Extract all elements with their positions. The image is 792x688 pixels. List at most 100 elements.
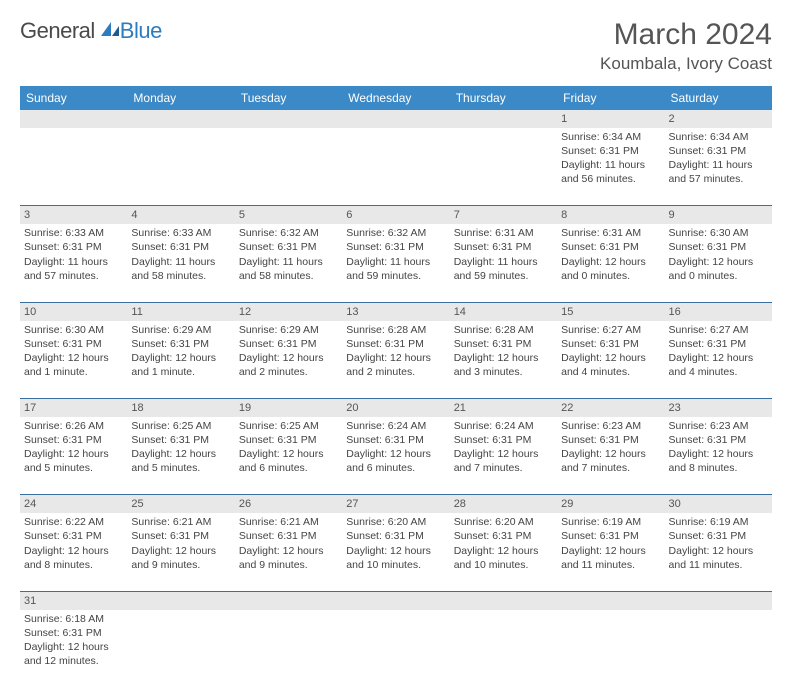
day-number: 13 — [342, 302, 449, 320]
day-number: 29 — [557, 495, 664, 513]
brand-sail-icon — [99, 20, 121, 43]
month-title: March 2024 — [600, 18, 772, 52]
day-number-row: 3456789 — [20, 206, 772, 224]
day-d2: and 12 minutes. — [24, 654, 123, 668]
day-number: 3 — [20, 206, 127, 224]
day-number: 14 — [450, 302, 557, 320]
day-cell: Sunrise: 6:31 AMSunset: 6:31 PMDaylight:… — [450, 224, 557, 302]
day-cell: Sunrise: 6:18 AMSunset: 6:31 PMDaylight:… — [20, 610, 127, 688]
day-ss: Sunset: 6:31 PM — [131, 240, 230, 254]
day-sr: Sunrise: 6:33 AM — [24, 226, 123, 240]
day-d2: and 2 minutes. — [239, 365, 338, 379]
day-number: 26 — [235, 495, 342, 513]
day-sr: Sunrise: 6:20 AM — [346, 515, 445, 529]
empty-cell — [450, 128, 557, 206]
weekday-header: Saturday — [665, 86, 772, 110]
day-d1: Daylight: 12 hours — [454, 351, 553, 365]
day-ss: Sunset: 6:31 PM — [239, 337, 338, 351]
day-ss: Sunset: 6:31 PM — [454, 240, 553, 254]
day-d1: Daylight: 12 hours — [454, 544, 553, 558]
day-cell: Sunrise: 6:28 AMSunset: 6:31 PMDaylight:… — [450, 321, 557, 399]
day-number: 17 — [20, 399, 127, 417]
day-d2: and 56 minutes. — [561, 172, 660, 186]
week-row: Sunrise: 6:18 AMSunset: 6:31 PMDaylight:… — [20, 610, 772, 688]
day-d2: and 59 minutes. — [454, 269, 553, 283]
empty-cell — [342, 110, 449, 128]
day-d1: Daylight: 12 hours — [346, 447, 445, 461]
day-d1: Daylight: 12 hours — [239, 544, 338, 558]
day-d1: Daylight: 11 hours — [669, 158, 768, 172]
day-number: 6 — [342, 206, 449, 224]
day-cell: Sunrise: 6:29 AMSunset: 6:31 PMDaylight:… — [235, 321, 342, 399]
day-ss: Sunset: 6:31 PM — [561, 433, 660, 447]
day-d2: and 6 minutes. — [239, 461, 338, 475]
day-cell: Sunrise: 6:19 AMSunset: 6:31 PMDaylight:… — [665, 513, 772, 591]
day-number: 30 — [665, 495, 772, 513]
day-sr: Sunrise: 6:20 AM — [454, 515, 553, 529]
day-d1: Daylight: 12 hours — [131, 351, 230, 365]
day-ss: Sunset: 6:31 PM — [131, 529, 230, 543]
day-d1: Daylight: 12 hours — [346, 351, 445, 365]
day-cell: Sunrise: 6:28 AMSunset: 6:31 PMDaylight:… — [342, 321, 449, 399]
empty-cell — [557, 610, 664, 688]
day-sr: Sunrise: 6:18 AM — [24, 612, 123, 626]
day-ss: Sunset: 6:31 PM — [346, 337, 445, 351]
day-d1: Daylight: 11 hours — [561, 158, 660, 172]
day-number: 27 — [342, 495, 449, 513]
day-ss: Sunset: 6:31 PM — [669, 337, 768, 351]
day-number: 22 — [557, 399, 664, 417]
empty-cell — [235, 128, 342, 206]
empty-cell — [342, 610, 449, 688]
day-d1: Daylight: 12 hours — [669, 447, 768, 461]
day-number: 31 — [20, 591, 127, 609]
brand-text-2: Blue — [120, 18, 162, 44]
weekday-header: Tuesday — [235, 86, 342, 110]
day-sr: Sunrise: 6:23 AM — [669, 419, 768, 433]
day-ss: Sunset: 6:31 PM — [239, 240, 338, 254]
day-ss: Sunset: 6:31 PM — [24, 433, 123, 447]
day-d2: and 0 minutes. — [669, 269, 768, 283]
day-sr: Sunrise: 6:24 AM — [346, 419, 445, 433]
empty-cell — [342, 128, 449, 206]
day-cell: Sunrise: 6:25 AMSunset: 6:31 PMDaylight:… — [127, 417, 234, 495]
calendar-table: SundayMondayTuesdayWednesdayThursdayFrid… — [20, 86, 772, 688]
day-number-row: 10111213141516 — [20, 302, 772, 320]
day-number: 11 — [127, 302, 234, 320]
day-ss: Sunset: 6:31 PM — [131, 433, 230, 447]
empty-cell — [20, 110, 127, 128]
day-d1: Daylight: 12 hours — [131, 447, 230, 461]
day-sr: Sunrise: 6:28 AM — [346, 323, 445, 337]
day-d2: and 57 minutes. — [24, 269, 123, 283]
day-cell: Sunrise: 6:33 AMSunset: 6:31 PMDaylight:… — [20, 224, 127, 302]
day-sr: Sunrise: 6:21 AM — [131, 515, 230, 529]
empty-cell — [127, 591, 234, 609]
empty-cell — [127, 128, 234, 206]
empty-cell — [450, 110, 557, 128]
day-number: 19 — [235, 399, 342, 417]
day-sr: Sunrise: 6:25 AM — [131, 419, 230, 433]
day-cell: Sunrise: 6:32 AMSunset: 6:31 PMDaylight:… — [235, 224, 342, 302]
day-d2: and 3 minutes. — [454, 365, 553, 379]
day-number: 12 — [235, 302, 342, 320]
day-cell: Sunrise: 6:24 AMSunset: 6:31 PMDaylight:… — [450, 417, 557, 495]
weekday-header: Sunday — [20, 86, 127, 110]
day-d2: and 4 minutes. — [561, 365, 660, 379]
day-sr: Sunrise: 6:27 AM — [669, 323, 768, 337]
day-sr: Sunrise: 6:31 AM — [561, 226, 660, 240]
day-sr: Sunrise: 6:31 AM — [454, 226, 553, 240]
day-number-row: 17181920212223 — [20, 399, 772, 417]
day-d1: Daylight: 12 hours — [24, 544, 123, 558]
day-number: 4 — [127, 206, 234, 224]
day-ss: Sunset: 6:31 PM — [131, 337, 230, 351]
day-d2: and 0 minutes. — [561, 269, 660, 283]
day-cell: Sunrise: 6:33 AMSunset: 6:31 PMDaylight:… — [127, 224, 234, 302]
day-number: 18 — [127, 399, 234, 417]
day-d2: and 6 minutes. — [346, 461, 445, 475]
day-d2: and 9 minutes. — [131, 558, 230, 572]
day-number: 24 — [20, 495, 127, 513]
day-d2: and 9 minutes. — [239, 558, 338, 572]
day-d1: Daylight: 11 hours — [24, 255, 123, 269]
day-d1: Daylight: 12 hours — [24, 640, 123, 654]
day-number: 25 — [127, 495, 234, 513]
day-number: 23 — [665, 399, 772, 417]
